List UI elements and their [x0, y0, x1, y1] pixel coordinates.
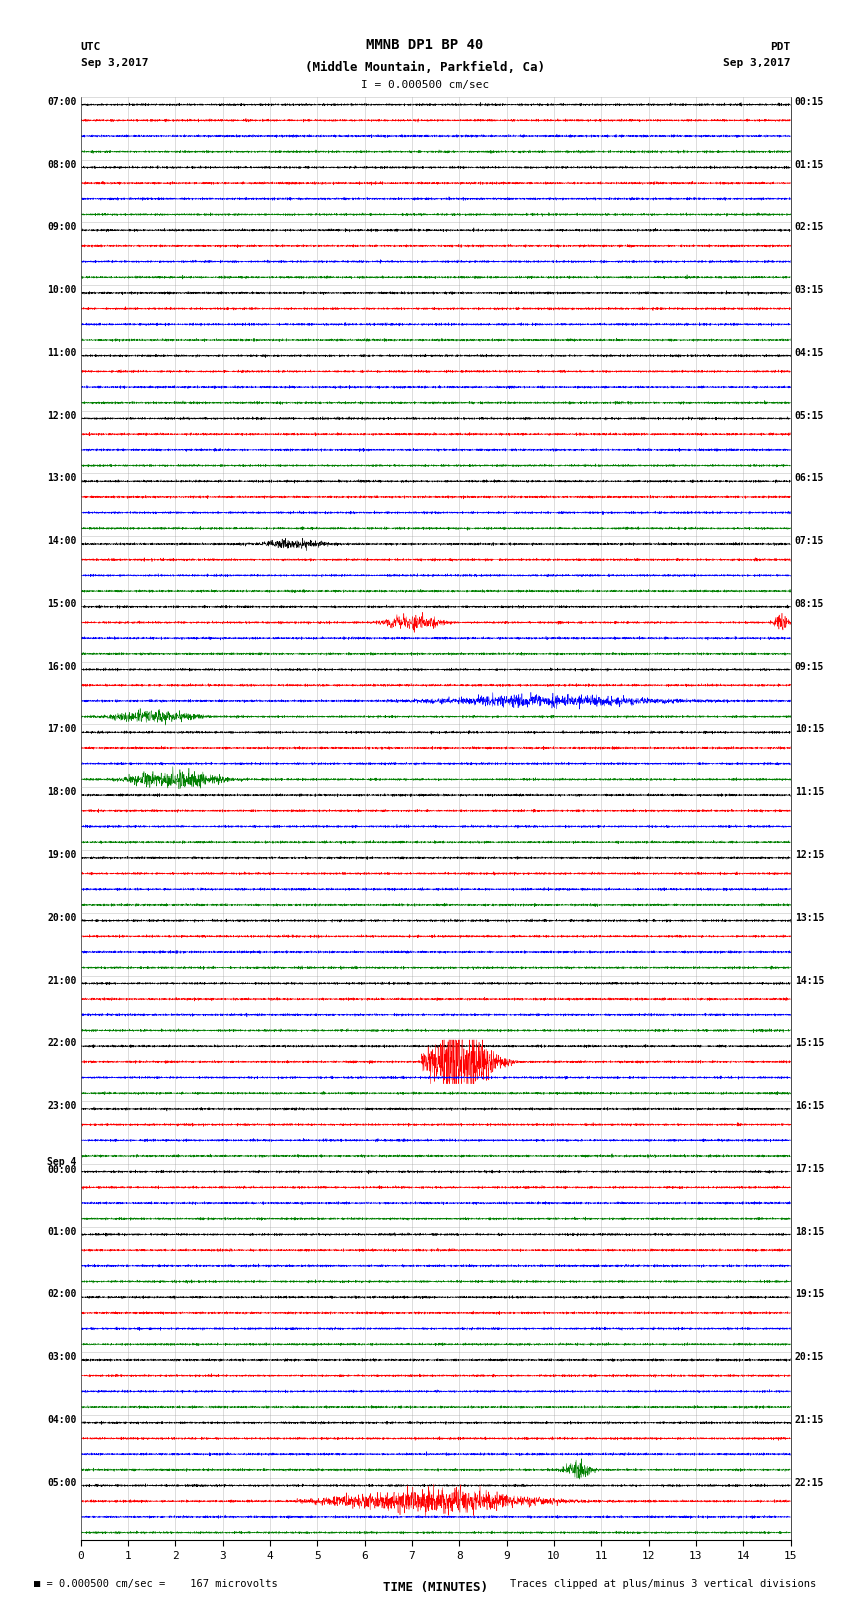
Text: I = 0.000500 cm/sec: I = 0.000500 cm/sec [361, 81, 489, 90]
Text: 07:15: 07:15 [795, 536, 824, 547]
Text: 09:15: 09:15 [795, 661, 824, 671]
Text: 13:15: 13:15 [795, 913, 824, 923]
Text: 01:00: 01:00 [47, 1226, 76, 1237]
Text: 06:15: 06:15 [795, 473, 824, 484]
Text: 01:15: 01:15 [795, 160, 824, 169]
Text: UTC: UTC [81, 42, 101, 52]
Text: 20:15: 20:15 [795, 1352, 824, 1361]
Text: 02:00: 02:00 [47, 1289, 76, 1300]
Text: 00:15: 00:15 [795, 97, 824, 106]
Text: (Middle Mountain, Parkfield, Ca): (Middle Mountain, Parkfield, Ca) [305, 61, 545, 74]
Text: 18:15: 18:15 [795, 1226, 824, 1237]
Text: MMNB DP1 BP 40: MMNB DP1 BP 40 [366, 37, 484, 52]
Text: 12:15: 12:15 [795, 850, 824, 860]
Text: 08:15: 08:15 [795, 598, 824, 610]
Text: 23:00: 23:00 [47, 1102, 76, 1111]
Text: 15:00: 15:00 [47, 598, 76, 610]
Text: 21:00: 21:00 [47, 976, 76, 986]
Text: 00:00: 00:00 [47, 1166, 76, 1176]
Text: 03:00: 03:00 [47, 1352, 76, 1361]
Text: Sep 3,2017: Sep 3,2017 [81, 58, 148, 68]
Text: 21:15: 21:15 [795, 1415, 824, 1424]
Text: 20:00: 20:00 [47, 913, 76, 923]
Text: 17:00: 17:00 [47, 724, 76, 734]
Text: 03:15: 03:15 [795, 286, 824, 295]
Text: 22:00: 22:00 [47, 1039, 76, 1048]
Text: 15:15: 15:15 [795, 1039, 824, 1048]
Text: 22:15: 22:15 [795, 1478, 824, 1487]
Text: 10:00: 10:00 [47, 286, 76, 295]
Text: 16:00: 16:00 [47, 661, 76, 671]
Text: 05:00: 05:00 [47, 1478, 76, 1487]
Text: 10:15: 10:15 [795, 724, 824, 734]
Text: 09:00: 09:00 [47, 223, 76, 232]
Text: 18:00: 18:00 [47, 787, 76, 797]
Text: Sep 3,2017: Sep 3,2017 [723, 58, 791, 68]
Text: 08:00: 08:00 [47, 160, 76, 169]
Text: 07:00: 07:00 [47, 97, 76, 106]
X-axis label: TIME (MINUTES): TIME (MINUTES) [383, 1581, 488, 1594]
Text: ■ = 0.000500 cm/sec =    167 microvolts: ■ = 0.000500 cm/sec = 167 microvolts [34, 1579, 278, 1589]
Text: 04:00: 04:00 [47, 1415, 76, 1424]
Text: 04:15: 04:15 [795, 348, 824, 358]
Text: 13:00: 13:00 [47, 473, 76, 484]
Text: 05:15: 05:15 [795, 411, 824, 421]
Text: 12:00: 12:00 [47, 411, 76, 421]
Text: Sep 4: Sep 4 [47, 1158, 76, 1168]
Text: 16:15: 16:15 [795, 1102, 824, 1111]
Text: 02:15: 02:15 [795, 223, 824, 232]
Text: 11:15: 11:15 [795, 787, 824, 797]
Text: Traces clipped at plus/minus 3 vertical divisions: Traces clipped at plus/minus 3 vertical … [510, 1579, 816, 1589]
Text: 19:15: 19:15 [795, 1289, 824, 1300]
Text: 19:00: 19:00 [47, 850, 76, 860]
Text: 14:00: 14:00 [47, 536, 76, 547]
Text: 14:15: 14:15 [795, 976, 824, 986]
Text: PDT: PDT [770, 42, 790, 52]
Text: 11:00: 11:00 [47, 348, 76, 358]
Text: 17:15: 17:15 [795, 1165, 824, 1174]
